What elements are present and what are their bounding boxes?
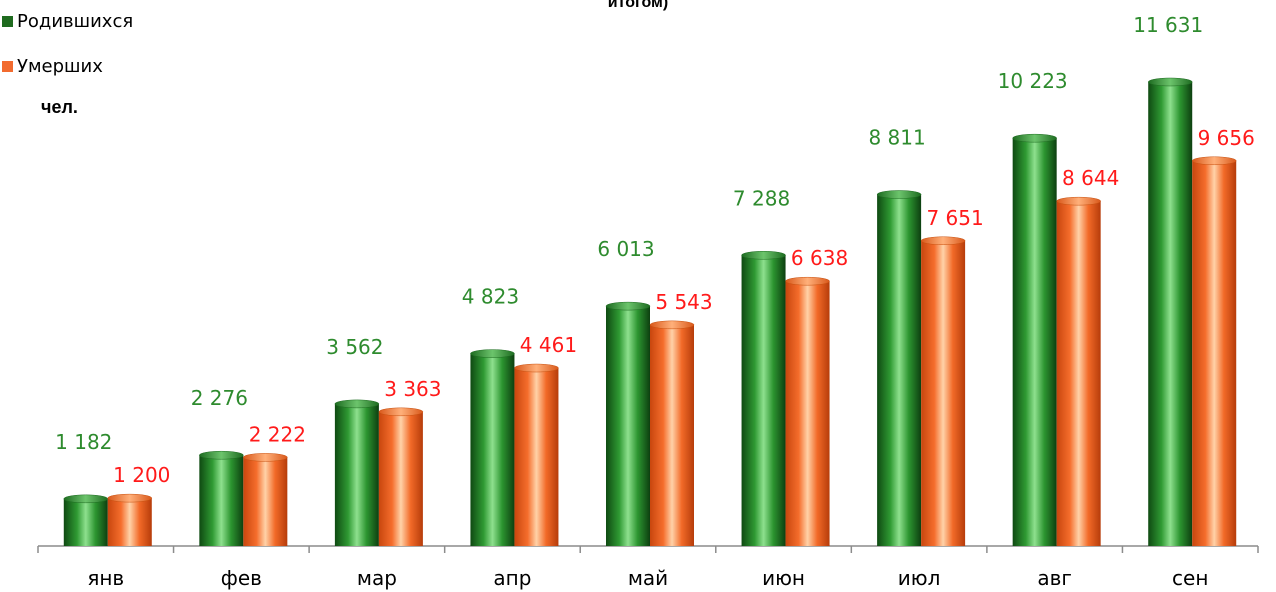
birth-value-label-4: 6 013 [597, 237, 654, 261]
death-bar-cap-7 [1056, 196, 1101, 206]
birth-bar-8 [1148, 82, 1193, 546]
birth-bar-cap-6 [876, 190, 922, 199]
death-bar-cap-2 [378, 407, 424, 417]
birth-bar-3 [470, 353, 515, 546]
legend-label-births: Родившихся [17, 10, 134, 32]
death-bar-cap-3 [514, 363, 559, 373]
death-bar-5 [785, 281, 830, 546]
birth-bar-cap-8 [1147, 77, 1193, 87]
birth-value-label-8: 11 631 [1133, 13, 1203, 37]
x-tick-label-7: авг [1037, 566, 1072, 590]
birth-value-label-2: 3 562 [326, 335, 383, 359]
birth-bar-cap-1 [199, 450, 244, 460]
birth-bar-2 [334, 403, 379, 546]
x-tick-label-8: сен [1172, 566, 1208, 590]
birth-value-label-3: 4 823 [462, 285, 519, 309]
birth-value-label-5: 7 288 [733, 186, 790, 210]
x-tick-label-2: мар [357, 566, 397, 590]
legend-label-deaths: Умерших [17, 55, 103, 77]
x-tick-label-1: фев [221, 566, 262, 590]
death-bar-3 [514, 368, 559, 546]
death-bar-cap-5 [785, 276, 830, 286]
birth-bar-5 [741, 255, 786, 546]
death-bar-cap-1 [243, 453, 288, 462]
death-bar-8 [1192, 160, 1237, 547]
birth-bar-cap-2 [334, 399, 380, 409]
death-value-label-5: 6 638 [791, 246, 848, 270]
birth-bar-7 [1012, 138, 1057, 546]
death-bar-cap-0 [107, 493, 153, 503]
birth-bar-0 [63, 498, 108, 546]
birth-bar-6 [877, 194, 922, 546]
chart-title: итогом) [607, 0, 669, 11]
death-bar-cap-8 [1191, 156, 1237, 166]
birth-bar-4 [606, 306, 650, 546]
birth-bar-1 [199, 455, 244, 546]
legend-item-deaths: Умерших [2, 53, 133, 79]
death-bar-cap-6 [920, 236, 966, 246]
x-tick-label-4: май [628, 566, 668, 590]
legend-item-births: Родившихся [2, 8, 133, 34]
x-tick-label-6: июл [898, 566, 941, 590]
birth-bar-cap-7 [1012, 133, 1057, 143]
death-value-label-4: 5 543 [655, 290, 712, 314]
death-value-label-7: 8 644 [1062, 166, 1119, 190]
x-tick-label-3: апр [493, 566, 531, 590]
birth-value-label-6: 8 811 [868, 125, 925, 149]
death-bar-2 [378, 411, 423, 546]
death-bar-6 [921, 240, 966, 546]
death-value-label-0: 1 200 [113, 463, 170, 487]
birth-bar-cap-3 [470, 349, 515, 358]
birth-bar-cap-0 [63, 494, 109, 504]
legend-swatch-deaths [2, 60, 13, 72]
death-value-label-8: 9 656 [1198, 126, 1255, 150]
death-value-label-6: 7 651 [926, 206, 983, 230]
death-bar-4 [650, 324, 694, 546]
death-bar-7 [1056, 201, 1101, 546]
x-tick-label-0: янв [87, 566, 124, 590]
birth-value-label-0: 1 182 [55, 430, 112, 454]
death-value-label-2: 3 363 [384, 377, 441, 401]
death-value-label-3: 4 461 [520, 333, 577, 357]
birth-bar-cap-5 [741, 251, 786, 260]
death-bar-0 [107, 498, 152, 546]
unit-label: чел. [41, 97, 78, 117]
legend-swatch-births [2, 15, 13, 27]
death-bar-cap-4 [649, 320, 695, 330]
death-bar-1 [243, 457, 288, 546]
birth-bar-cap-4 [605, 301, 651, 311]
birth-value-label-7: 10 223 [998, 69, 1068, 93]
legend: Родившихся Умерших [2, 8, 133, 98]
death-value-label-1: 2 222 [249, 422, 306, 446]
x-tick-label-5: июн [762, 566, 805, 590]
birth-value-label-1: 2 276 [191, 386, 248, 410]
